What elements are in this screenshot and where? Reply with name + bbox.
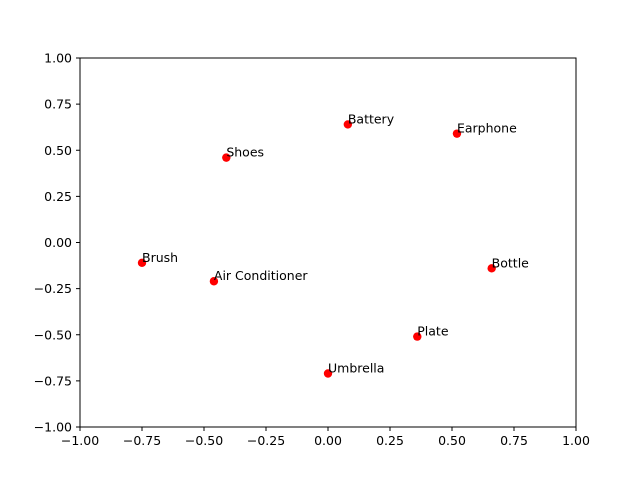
x-tick-label: 0.25 xyxy=(376,433,404,448)
data-point-label: Brush xyxy=(142,250,178,265)
y-tick-label: 0.00 xyxy=(44,235,72,250)
data-point-label: Shoes xyxy=(226,145,264,160)
axes-layer: −1.00 −0.75 −0.50 −0.25 0.00 0.25 0.50 0.75 1.00… xyxy=(34,51,590,449)
x-tick-label: −0.25 xyxy=(247,433,285,448)
x-tick-label: 0.50 xyxy=(438,433,466,448)
data-point-marker xyxy=(343,120,353,129)
x-tick-label: −1.00 xyxy=(61,433,99,448)
data-point-marker xyxy=(323,369,333,378)
x-tick-label: 0.75 xyxy=(500,433,528,448)
data-point-label: Umbrella xyxy=(328,360,384,375)
y-tick-label: −0.75 xyxy=(34,373,72,388)
data-point-marker xyxy=(487,264,496,273)
y-tick-label: 0.50 xyxy=(44,143,72,158)
data-point-marker xyxy=(413,332,422,341)
y-tick-label: 0.75 xyxy=(44,97,72,112)
data-point-marker xyxy=(222,153,231,162)
x-tick-label: 0.00 xyxy=(314,433,342,448)
x-tick-label: −0.50 xyxy=(185,433,223,448)
data-point-marker xyxy=(209,277,219,286)
data-point-label: Plate xyxy=(417,324,449,339)
y-tick-label: 1.00 xyxy=(44,51,72,66)
data-point-label: Battery xyxy=(348,111,395,126)
y-tick-label: 0.25 xyxy=(44,189,72,204)
points-layer: Battery Earphone Shoes Brush Air Conditioner… xyxy=(137,111,529,378)
data-point-marker xyxy=(137,258,147,267)
data-point-label: Earphone xyxy=(457,121,517,136)
y-tick-label: −1.00 xyxy=(34,420,72,435)
data-point-marker xyxy=(452,129,462,138)
data-point-label: Bottle xyxy=(492,255,529,270)
x-tick-label: −0.75 xyxy=(123,433,161,448)
plot-frame xyxy=(79,57,577,428)
x-tick-label: 1.00 xyxy=(562,433,590,448)
data-point-label: Air Conditioner xyxy=(214,268,308,283)
y-tick-label: −0.25 xyxy=(34,281,72,296)
y-tick-label: −0.50 xyxy=(34,327,72,342)
